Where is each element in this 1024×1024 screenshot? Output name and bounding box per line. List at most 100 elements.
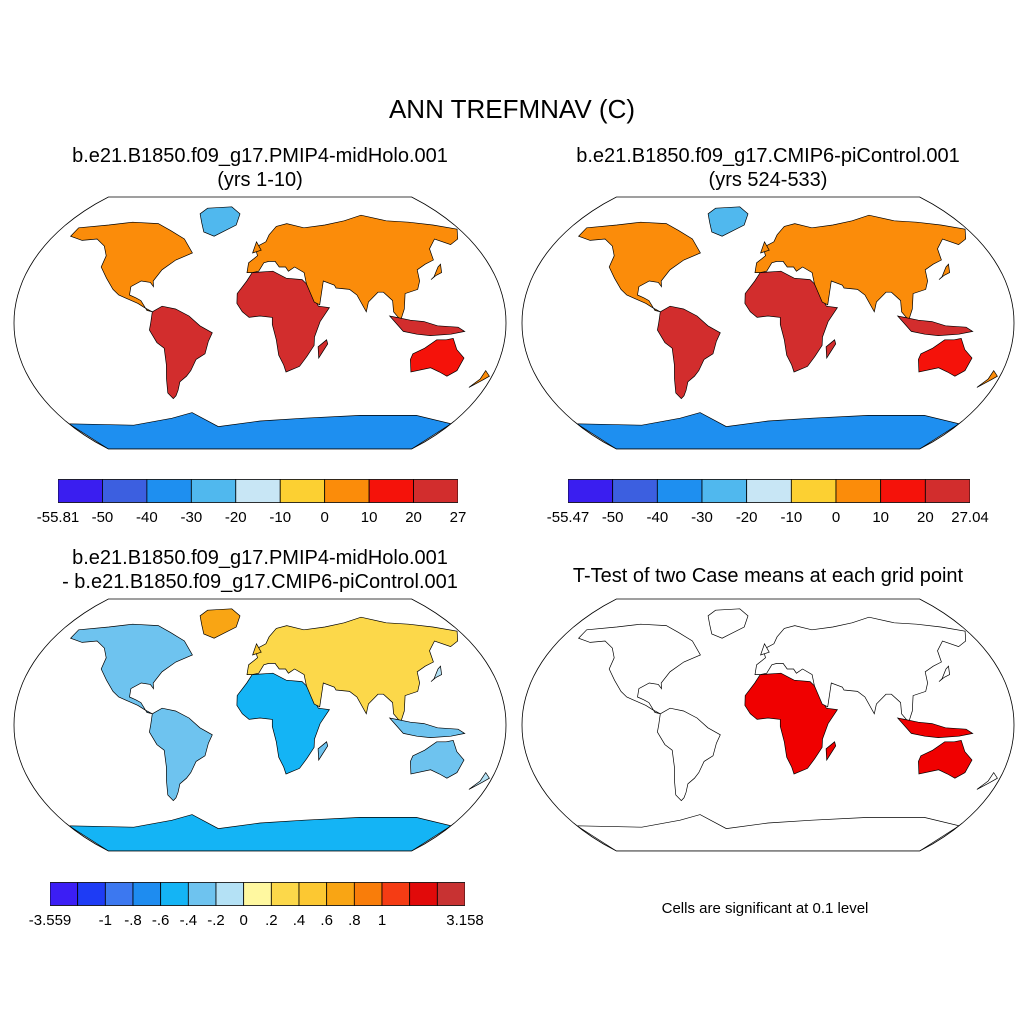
colorbar-swatch	[235, 479, 281, 503]
colorbar-tick-label: 10	[872, 509, 889, 526]
colorbar-tick-label: 0	[239, 912, 248, 929]
colorbar-swatch	[187, 882, 217, 906]
panel1-title-line2: (yrs 1-10)	[217, 169, 303, 191]
landmass-nz	[976, 771, 998, 790]
colorbar-swatch	[326, 882, 355, 906]
panel2-title-line2: (yrs 524-533)	[708, 169, 828, 191]
colorbar-swatch	[77, 882, 106, 906]
landmass-greenland	[199, 608, 241, 639]
landmass-antarctica	[575, 814, 960, 851]
colorbar-tick-label: 27.04	[951, 509, 989, 526]
panel3-title: b.e21.B1850.f09_g17.PMIP4-midHolo.001 - …	[10, 546, 510, 594]
landmass-greenland	[707, 206, 749, 237]
colorbar-swatch	[215, 882, 245, 906]
map-border	[521, 598, 1015, 852]
colorbar-swatch	[132, 882, 162, 906]
panel2-colorbar: -55.47 -50 -40 -30 -20 -10 0 10 20 27.04	[547, 479, 989, 526]
panel2-title-line1: b.e21.B1850.f09_g17.CMIP6-piControl.001	[576, 145, 960, 167]
landmass-namerica	[577, 221, 701, 313]
landmass-madagascar	[825, 741, 837, 762]
landmass-africa	[236, 270, 331, 373]
colorbar-swatches	[568, 479, 970, 503]
colorbar-swatch	[353, 882, 383, 906]
landmass-africa	[744, 270, 839, 373]
landmass-indonesia	[896, 315, 974, 336]
colorbar-swatches	[50, 882, 465, 906]
colorbar-tick-label: 27	[449, 509, 467, 526]
landmass-indonesia	[896, 717, 974, 738]
colorbar-tick-label: -3.559	[28, 912, 72, 929]
map-border	[521, 196, 1015, 450]
colorbar-tick-label: -40	[136, 509, 158, 526]
map-border	[13, 598, 507, 852]
colorbar-tick-label: .2	[265, 912, 278, 929]
colorbar-swatch	[324, 479, 370, 503]
colorbar-swatch	[436, 882, 465, 906]
colorbar-tick-label: 3.158	[446, 912, 484, 929]
colorbar-tick-label: 20	[916, 509, 934, 526]
panel3-colorbar: -3.559 -1 -.8 -.6 -.4 -.2 0 .2 .4 .6 .8 1 3.158	[29, 882, 484, 929]
colorbar-tick-label: -.2	[207, 912, 225, 929]
colorbar-swatch	[413, 479, 458, 503]
panel3-title-line2: - b.e21.B1850.f09_g17.CMIP6-piControl.00…	[62, 571, 458, 593]
figure-title: ANN TREFMNAV (C)	[388, 94, 636, 124]
landmass-indonesia	[388, 315, 466, 336]
colorbar-swatch	[243, 882, 272, 906]
landmass-uk	[252, 240, 262, 254]
panel3-map	[13, 598, 507, 852]
landmass-australia	[918, 337, 973, 377]
colorbar-tick-label: .4	[292, 912, 306, 929]
panel4-map	[521, 598, 1015, 852]
colorbar-tick-label: -40	[646, 509, 669, 526]
colorbar-swatch	[58, 479, 103, 503]
colorbar-tick-label: 20	[405, 509, 422, 526]
landmass-eurasia	[754, 616, 967, 723]
landmass-japan	[430, 665, 442, 682]
colorbar-swatch	[381, 882, 411, 906]
landmass-nz	[976, 369, 998, 388]
landmass-madagascar	[317, 339, 329, 360]
landmass-madagascar	[317, 741, 329, 762]
significance-note: Cells are significant at 0.1 level	[661, 900, 869, 917]
landmass-samerica	[149, 707, 213, 802]
landmass-eurasia	[246, 616, 459, 723]
panel2-title: b.e21.B1850.f09_g17.CMIP6-piControl.001 …	[518, 144, 1018, 192]
panel2-map	[521, 196, 1015, 450]
landmass-antarctica	[67, 412, 452, 449]
colorbar-swatch	[270, 882, 300, 906]
landmass-antarctica	[575, 412, 960, 449]
colorbar-swatch	[298, 882, 328, 906]
landmass-namerica	[69, 623, 193, 715]
landmass-nz	[468, 771, 490, 790]
colorbar-tick-label: -10	[780, 509, 803, 526]
colorbar-swatch	[102, 479, 148, 503]
panel1-map	[13, 196, 507, 450]
colorbar-swatch	[146, 479, 192, 503]
colorbar-swatch	[190, 479, 237, 503]
colorbar-tick-label: -20	[224, 509, 247, 526]
colorbar-tick-label: -20	[735, 509, 758, 526]
landmass-eurasia	[754, 214, 967, 321]
colorbar-tick-label: -1	[98, 912, 112, 929]
colorbar-swatch	[160, 882, 189, 906]
landmass-namerica	[69, 221, 193, 313]
colorbar-tick-label: -30	[180, 509, 203, 526]
colorbar-swatch	[50, 882, 79, 906]
colorbar-swatch	[279, 479, 326, 503]
colorbar-swatch	[701, 479, 748, 503]
landmass-japan	[938, 665, 950, 682]
colorbar-swatch	[835, 479, 882, 503]
landmass-indonesia	[388, 717, 466, 738]
colorbar-swatch	[568, 479, 614, 503]
colorbar-tick-label: -30	[691, 509, 713, 526]
landmass-uk	[760, 642, 770, 656]
landmass-japan	[938, 263, 950, 280]
colorbar-tick-label: 10	[360, 509, 378, 526]
colorbar-tick-label: -.8	[124, 912, 142, 929]
panel1-title-line1: b.e21.B1850.f09_g17.PMIP4-midHolo.001	[72, 145, 448, 167]
colorbar-swatches	[58, 479, 458, 503]
colorbar-tick-label: 0	[831, 509, 841, 526]
landmass-uk	[252, 642, 262, 656]
colorbar-tick-label: .6	[320, 912, 333, 929]
colorbar-swatch	[880, 479, 926, 503]
